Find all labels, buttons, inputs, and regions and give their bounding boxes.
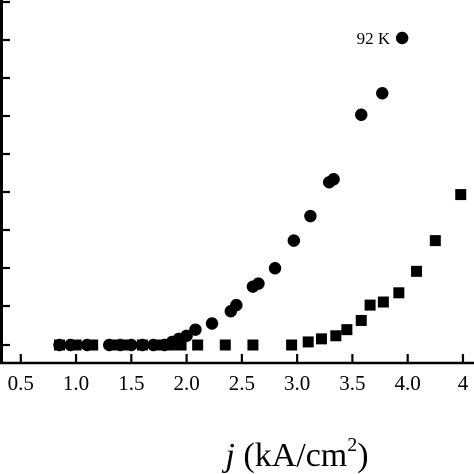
x-axis-title-close: ) xyxy=(357,437,368,474)
data-point-square xyxy=(153,339,165,351)
data-point-circle xyxy=(287,234,301,247)
x-tick-label: 3.5 xyxy=(339,371,365,395)
series-squares xyxy=(53,189,467,351)
data-point-circle xyxy=(395,31,409,45)
x-tick-label: 2.0 xyxy=(173,371,199,395)
series-circles xyxy=(53,31,409,352)
data-point-square xyxy=(364,299,376,311)
data-point-circle xyxy=(327,173,340,186)
data-point-circle xyxy=(355,108,368,121)
x-tick-label: 4 xyxy=(458,371,469,395)
data-point-square xyxy=(70,339,82,351)
data-point-square xyxy=(87,339,99,351)
data-point-square xyxy=(377,296,389,308)
data-point-square xyxy=(393,287,405,299)
x-tick-label: 4.0 xyxy=(395,371,421,395)
data-marks xyxy=(53,31,467,352)
x-axis-title-unit: (kA/cm xyxy=(235,437,347,474)
x-axis-title: j (kA/cm2) xyxy=(221,434,368,474)
data-point-square xyxy=(175,339,187,351)
data-point-square xyxy=(219,339,231,351)
x-tick-label: 0.5 xyxy=(8,371,34,395)
data-point-square xyxy=(411,265,423,277)
data-point-circle xyxy=(189,323,202,336)
data-point-square xyxy=(355,314,367,326)
data-point-square xyxy=(429,235,441,247)
data-point-circle xyxy=(268,262,282,275)
axes xyxy=(0,0,474,365)
data-point-square xyxy=(120,339,132,351)
x-axis-title-symbol: j xyxy=(221,437,234,474)
x-ticks xyxy=(19,354,465,363)
data-point-circle xyxy=(252,277,265,290)
data-point-square xyxy=(302,336,314,348)
data-point-circle xyxy=(376,87,389,100)
data-point-square xyxy=(136,339,148,351)
data-point-square xyxy=(455,189,467,201)
data-point-square xyxy=(247,339,259,351)
data-point-square xyxy=(315,333,327,345)
data-point-circle xyxy=(230,298,243,312)
data-point-circle xyxy=(180,329,193,342)
data-point-square xyxy=(341,324,353,336)
y-ticks xyxy=(1,0,10,347)
data-point-square xyxy=(192,339,204,351)
data-point-circle xyxy=(205,317,219,330)
x-tick-label: 1.0 xyxy=(63,371,89,395)
x-tick-label: 2.5 xyxy=(229,371,255,395)
data-point-square xyxy=(109,339,121,351)
x-tick-label: 1.5 xyxy=(118,371,144,395)
data-point-square xyxy=(53,339,65,351)
data-point-square xyxy=(286,339,298,351)
x-axis-title-exponent: 2 xyxy=(347,434,357,456)
series-label-92k: 92 K xyxy=(357,29,391,48)
x-tick-label: 3.0 xyxy=(284,371,310,395)
data-point-circle xyxy=(304,209,317,223)
data-point-square xyxy=(330,330,342,342)
x-tick-labels: 0.5 1.0 1.5 2.0 2.5 3.0 3.5 4.0 4 xyxy=(8,371,469,395)
data-point-square xyxy=(164,339,176,351)
